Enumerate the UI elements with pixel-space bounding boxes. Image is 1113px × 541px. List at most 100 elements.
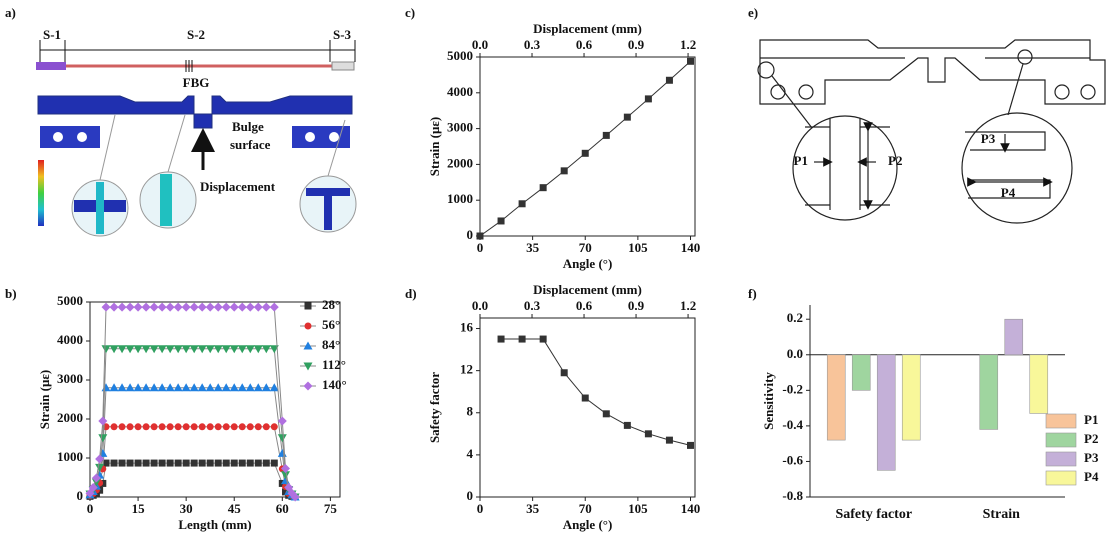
bar [1005,319,1023,355]
marker [135,423,142,430]
legend-swatch [1046,433,1076,447]
marker [238,303,247,312]
series-line [90,349,295,497]
marker [135,460,142,467]
legend-label: P4 [1084,469,1099,484]
y-axis-label: Strain (με) [37,370,52,430]
marker [540,336,547,343]
x-tick-label: Strain [983,507,1021,522]
y-axis-label: Sensitivity [761,372,776,430]
panel-label: f) [748,286,757,301]
marker [561,167,568,174]
marker [182,303,191,312]
marker [198,303,207,312]
y-axis-label: Strain (με) [427,117,442,177]
y-tick-label: 4000 [447,84,473,99]
y-tick-label: 1000 [447,191,473,206]
panel-label: b) [5,286,17,301]
marker [111,423,118,430]
panel-label: e) [748,5,758,20]
bar [980,355,998,430]
x2-axis-label: Displacement (mm) [533,21,642,36]
x-tick-label: 60 [276,501,289,516]
x2-tick-label: 1.2 [680,37,696,52]
marker [561,369,568,376]
displacement-label: Displacement [200,179,276,194]
x-tick-label: Safety factor [835,507,912,522]
marker [191,460,198,467]
y-tick-label: 0 [77,488,84,503]
marker [119,423,126,430]
param-label: P1 [794,153,808,168]
marker [214,303,223,312]
x-tick-label: 75 [324,501,338,516]
legend-label: 112° [322,357,346,372]
x2-tick-label: 0.3 [524,298,541,313]
y-tick-label: -0.6 [782,452,803,467]
marker [519,200,526,207]
x-tick-label: 70 [579,240,592,255]
marker [143,460,150,467]
y-tick-label: 12 [460,362,473,377]
marker [255,423,262,430]
x-tick-label: 70 [579,501,592,516]
marker [246,303,255,312]
plot-frame [480,318,695,497]
legend-label: 140° [322,377,347,392]
y-tick-label: -0.4 [782,417,803,432]
marker [247,460,254,467]
marker [190,303,199,312]
bar [852,355,870,391]
marker [239,460,246,467]
marker [191,423,198,430]
marker [263,423,270,430]
plot-frame [480,57,695,236]
panel-label: a) [5,5,16,20]
bar [877,355,895,471]
marker [624,114,631,121]
marker [666,437,673,444]
marker [687,442,694,449]
legend-swatch [1046,452,1076,466]
x-tick-label: 35 [526,501,540,516]
y-tick-label: 4 [467,446,474,461]
x-tick-label: 35 [526,240,540,255]
marker [174,303,183,312]
x-tick-label: 30 [180,501,193,516]
y-tick-label: 0 [467,488,474,503]
diagram-a [36,40,356,236]
marker [603,132,610,139]
legend-label: 28° [322,297,340,312]
marker [111,460,118,467]
legend-label: 84° [322,337,340,352]
marker [110,303,119,312]
marker [624,422,631,429]
marker [645,95,652,102]
marker [231,423,238,430]
param-label: P2 [888,153,902,168]
marker [183,460,190,467]
marker [175,423,182,430]
marker [206,303,215,312]
marker [142,303,151,312]
panel-label: c) [405,5,415,20]
marker [231,460,238,467]
marker [166,303,175,312]
marker [540,184,547,191]
marker [477,233,484,240]
x-axis-label: Angle (°) [563,256,613,271]
marker [254,303,263,312]
x-tick-label: 0 [87,501,94,516]
marker [230,303,239,312]
marker [603,410,610,417]
legend-swatch [1046,414,1076,428]
x2-tick-label: 0.6 [576,37,593,52]
bar [902,355,920,440]
marker [271,460,278,467]
marker [223,423,230,430]
marker [255,460,262,467]
marker [119,460,126,467]
marker [498,217,505,224]
series-line [90,307,295,497]
param-label: P4 [1001,185,1016,200]
